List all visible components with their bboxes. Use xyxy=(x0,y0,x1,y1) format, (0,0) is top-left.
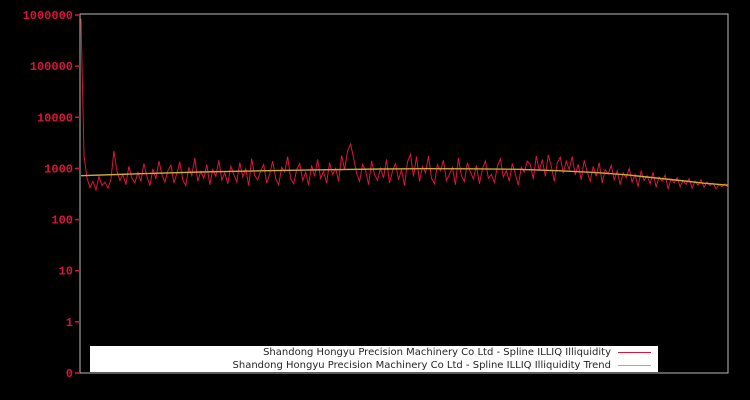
y-tick-label: 100 xyxy=(51,214,73,228)
plot-frame xyxy=(79,13,729,374)
legend-row-trend: Shandong Hongyu Precision Machinery Co L… xyxy=(90,359,658,372)
y-tick-label: 1000 xyxy=(44,162,73,176)
legend-swatch-trend-line xyxy=(618,365,651,366)
y-tick-label: 100000 xyxy=(30,60,73,74)
legend-label-illiquidity: Shandong Hongyu Precision Machinery Co L… xyxy=(263,347,611,358)
y-tick-label: 1000000 xyxy=(23,9,73,23)
y-tick-label: 10 xyxy=(59,265,73,279)
legend-row-illiquidity: Shandong Hongyu Precision Machinery Co L… xyxy=(90,346,658,359)
y-tick-label: 0 xyxy=(66,367,73,381)
trend-line xyxy=(80,167,729,186)
illiquidity-series-line xyxy=(80,18,729,192)
legend-swatch-illiquidity-line xyxy=(618,352,651,353)
legend-label-trend: Shandong Hongyu Precision Machinery Co L… xyxy=(232,360,611,371)
y-tick-label: 10000 xyxy=(37,111,73,125)
y-tick-label: 1 xyxy=(66,316,73,330)
legend: Shandong Hongyu Precision Machinery Co L… xyxy=(90,346,658,372)
